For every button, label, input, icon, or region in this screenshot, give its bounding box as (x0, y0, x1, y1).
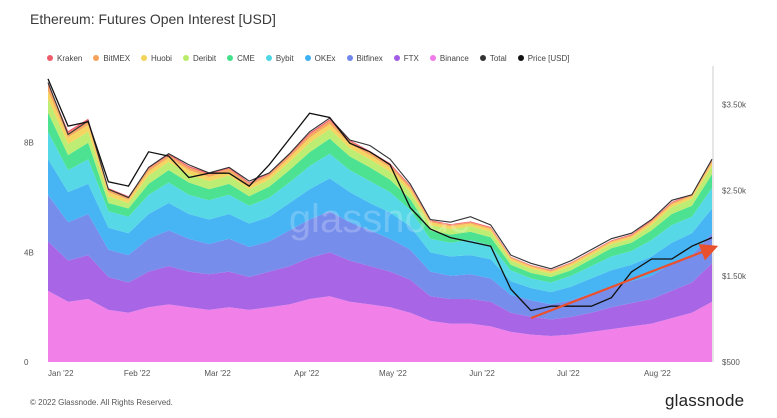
legend-label: BitMEX (103, 53, 131, 63)
price-line (47, 78, 713, 312)
x-tick-label: Jun '22 (469, 369, 495, 378)
area-bitfinex (48, 194, 712, 320)
y-right-tick-label: $2.50k (722, 186, 747, 195)
legend-label: Total (489, 53, 507, 63)
legend-swatch (47, 55, 53, 61)
chart-title: Ethereum: Futures Open Interest [USD] (30, 11, 276, 27)
legend-item-deribit[interactable]: Deribit (182, 53, 217, 63)
legend-label: FTX (403, 53, 419, 63)
x-tick-label: Feb '22 (124, 369, 151, 378)
area-okex (48, 159, 712, 305)
legend-item-bitmex[interactable]: BitMEX (93, 54, 130, 63)
area-binance (48, 290, 712, 362)
brand-logo: glassnode (665, 391, 745, 410)
legend-swatch (182, 55, 189, 61)
x-tick-label: Mar '22 (204, 369, 231, 378)
legend-item-binance[interactable]: Binance (429, 53, 469, 63)
area-ftx (48, 241, 712, 336)
legend-swatch (265, 55, 272, 61)
y-left-tick-label: 8B (24, 139, 34, 148)
legend-label: Price [USD] (527, 53, 570, 63)
y-left-tick-label: 4B (24, 248, 34, 257)
legend-label: OKEx (314, 53, 336, 63)
legend-label: Huobi (151, 53, 172, 63)
x-tick-label: Apr '22 (294, 369, 320, 378)
legend-label: Binance (439, 53, 469, 63)
legend-swatch (141, 55, 148, 61)
legend-swatch (517, 55, 524, 61)
legend-swatch (393, 55, 400, 61)
legend-item-okex[interactable]: OKEx (304, 53, 336, 63)
legend-swatch (346, 55, 353, 61)
legend-item-price-usd[interactable]: Price [USD] (517, 53, 570, 63)
y-right-tick-label: $500 (722, 358, 740, 367)
x-tick-label: Jul '22 (557, 369, 580, 378)
legend-label: Bitfinex (356, 53, 383, 63)
chart-legend: Kraken BitMEX Huobi Deribit CME Bybit OKEx Bitf… (47, 51, 581, 65)
x-tick-label: Aug '22 (644, 369, 671, 378)
x-tick-label: May '22 (379, 369, 407, 378)
legend-label: CME (237, 53, 255, 63)
legend-label: Bybit (275, 53, 294, 63)
x-tick-label: Jan '22 (48, 369, 74, 378)
y-left-tick-label: 0 (24, 358, 29, 367)
total-line (47, 82, 713, 270)
legend-swatch (227, 55, 234, 61)
legend-label: Kraken (57, 53, 83, 63)
legend-label: Deribit (192, 53, 217, 63)
legend-item-bitfinex[interactable]: Bitfinex (346, 53, 383, 63)
copyright-footer: © 2022 Glassnode. All Rights Reserved. (30, 398, 173, 407)
legend-item-cme[interactable]: CME (227, 54, 255, 63)
y-right-tick-label: $1.50k (722, 272, 747, 281)
legend-item-total[interactable]: Total (479, 53, 507, 63)
y-right-tick-label: $3.50k (722, 101, 747, 110)
legend-swatch (93, 55, 100, 61)
legend-swatch (304, 55, 311, 61)
legend-item-huobi[interactable]: Huobi (141, 54, 172, 63)
legend-item-bybit[interactable]: Bybit (265, 53, 294, 63)
trend-arrow (530, 244, 719, 320)
legend-swatch (479, 55, 486, 61)
legend-item-ftx[interactable]: FTX (393, 53, 419, 63)
legend-item-kraken[interactable]: Kraken (47, 54, 82, 63)
legend-swatch (429, 55, 436, 61)
